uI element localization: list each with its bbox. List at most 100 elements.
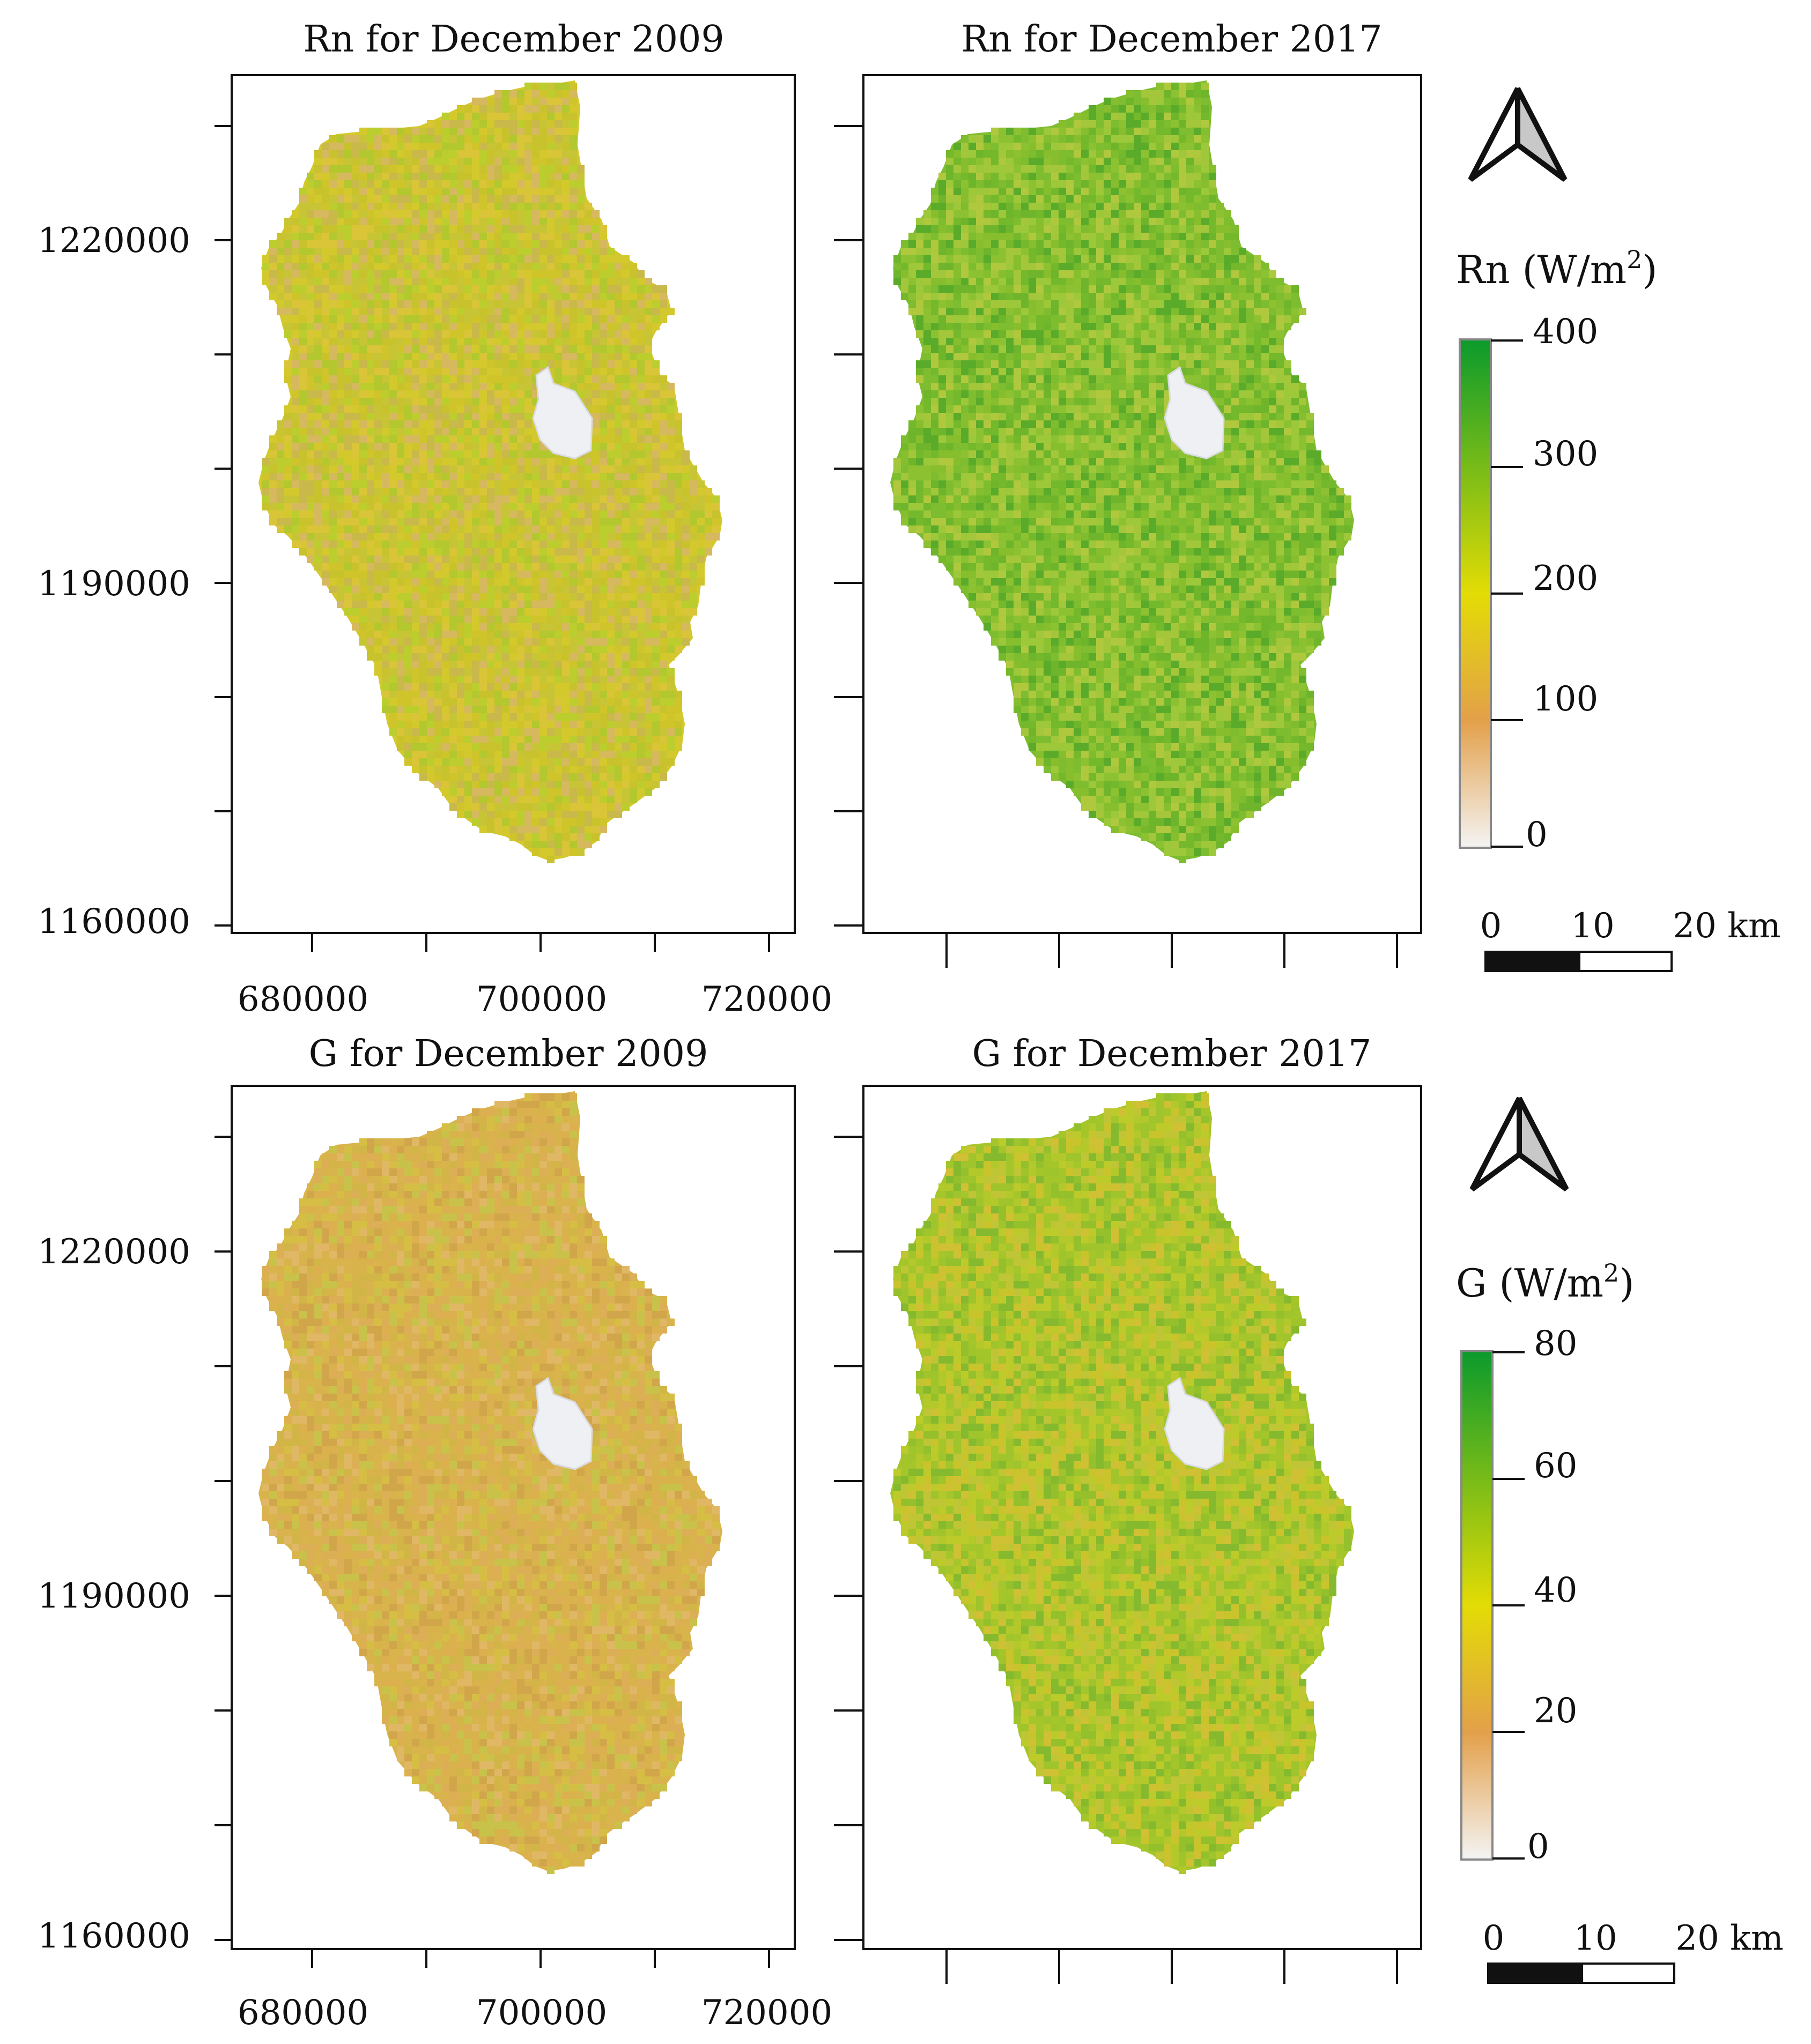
raster-cell [532,270,539,278]
raster-cell [487,443,494,450]
raster-cell [622,713,630,721]
raster-cell [517,601,524,608]
raster-cell [1126,158,1134,165]
raster-cell [367,150,374,158]
raster-cell [509,698,517,706]
raster-cell [307,270,314,278]
raster-cell [645,683,652,691]
raster-cell [502,736,509,743]
raster-cell [539,113,547,120]
raster-cell [374,323,382,330]
raster-cell [374,668,382,676]
raster-cell [502,616,509,623]
raster-cell [524,450,532,458]
raster-cell [502,646,509,653]
raster-cell [637,338,645,345]
raster-cell [449,578,457,586]
raster-cell [449,691,457,698]
raster-cell [585,721,592,728]
raster-cell [344,338,352,345]
raster-cell [1021,188,1029,195]
raster-cell [539,721,547,728]
raster-cell [600,405,607,413]
raster-cell [1006,188,1014,195]
raster-cell [419,646,427,653]
raster-cell [1201,203,1209,210]
raster-cell [509,631,517,638]
raster-cell [555,691,562,698]
raster-cell [442,270,449,278]
raster-cell [269,435,277,443]
raster-cell [1006,173,1014,180]
raster-cell [412,443,419,450]
raster-cell [359,616,367,623]
raster-cell [667,510,675,518]
raster-cell [585,833,592,841]
raster-cell [307,465,314,473]
raster-cell [615,653,622,661]
raster-cell [1201,83,1209,90]
raster-cell [622,383,630,390]
raster-cell [449,218,457,225]
raster-cell [660,773,667,781]
raster-cell [547,533,555,540]
raster-cell [570,743,577,751]
raster-cell [570,556,577,563]
raster-cell [464,525,472,533]
raster-cell [517,278,524,285]
raster-cell [434,330,442,338]
raster-cell [660,571,667,578]
raster-cell [479,218,487,225]
raster-cell [577,848,585,856]
raster-cell [592,616,600,623]
raster-cell [284,315,292,323]
raster-cell [562,713,570,721]
raster-cell [570,165,577,173]
raster-cell [524,743,532,751]
raster-cell [539,751,547,758]
raster-cell [600,646,607,653]
raster-cell [1074,218,1081,225]
raster-cell [262,480,269,488]
raster-cell [284,225,292,233]
raster-cell [412,233,419,240]
raster-cell [1119,135,1126,143]
raster-cell [1096,210,1104,218]
raster-cell [502,503,509,510]
raster-cell [457,150,464,158]
raster-cell [946,188,953,195]
raster-cell [607,450,615,458]
raster-cell [494,586,502,593]
raster-cell [284,465,292,473]
raster-cell [397,390,404,398]
raster-cell [622,525,630,533]
raster-cell [562,330,570,338]
raster-cell [999,165,1006,173]
raster-cell [472,270,479,278]
raster-cell [404,218,412,225]
raster-cell [1194,218,1201,225]
raster-cell [344,270,352,278]
raster-cell [592,758,600,766]
raster-cell [277,443,284,450]
y-axis: 1220000 1190000 1160000 [38,125,232,942]
raster-cell [449,308,457,315]
raster-cell [479,308,487,315]
raster-cell [961,188,969,195]
raster-cell [382,405,389,413]
raster-cell [652,285,660,293]
raster-cell [1164,120,1171,128]
raster-cell [299,503,307,510]
raster-cell [637,616,645,623]
raster-cell [434,195,442,203]
raster-cell [314,465,322,473]
raster-cell [1186,203,1194,210]
raster-cell [562,165,570,173]
raster-cell [404,525,412,533]
raster-cell [397,240,404,248]
raster-cell [1104,218,1111,225]
raster-cell [359,473,367,480]
raster-cell [637,556,645,563]
raster-cell [1156,150,1164,158]
raster-cell [472,773,479,781]
